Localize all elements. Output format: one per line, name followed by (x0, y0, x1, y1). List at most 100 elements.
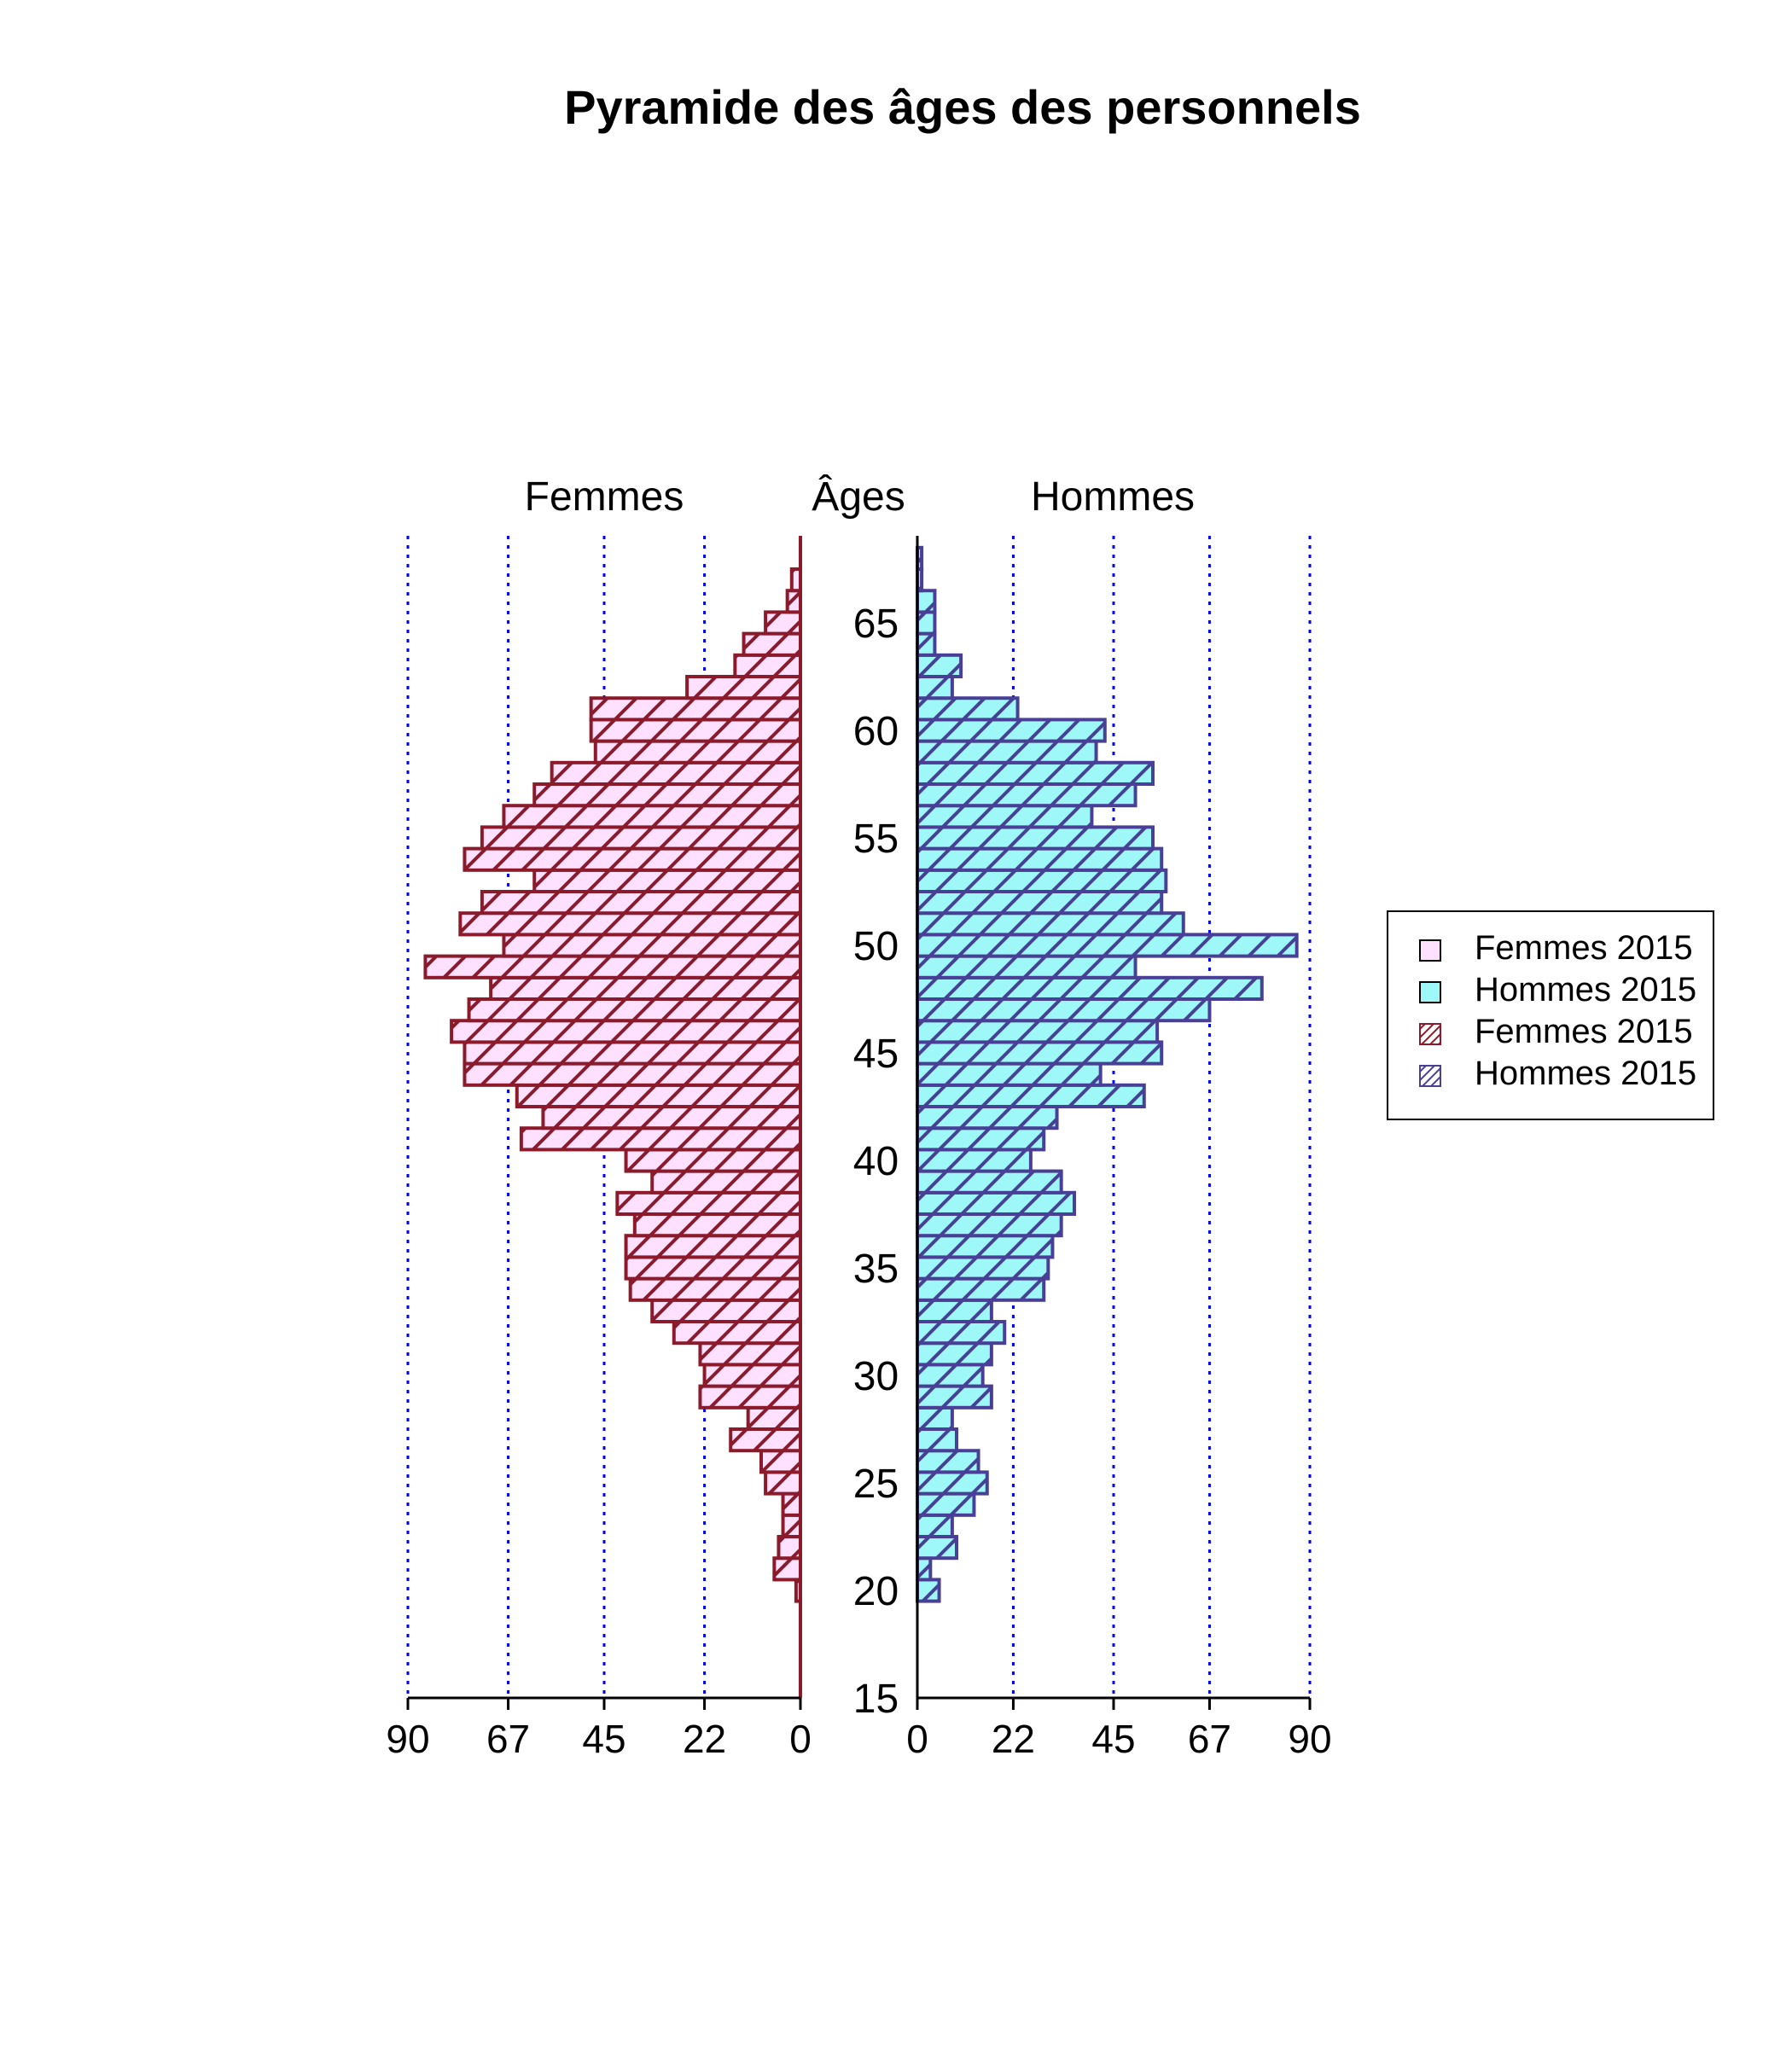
legend-swatch (1419, 981, 1441, 1003)
bar-femmes-hatch (781, 1491, 802, 1517)
legend-label: Hommes 2015 (1475, 971, 1696, 1009)
bar-femmes-hatch (650, 1169, 802, 1195)
legend-box (1387, 910, 1714, 1120)
bar-femmes-hatch (702, 1363, 802, 1388)
bar-hommes-hatch (916, 975, 1264, 1002)
bar-femmes-hatch (672, 1320, 802, 1346)
bar-hommes-hatch (916, 1341, 993, 1367)
bar-femmes-hatch (541, 1105, 802, 1131)
bar-hommes-hatch (916, 954, 1137, 979)
bar-hommes-hatch (916, 1019, 1160, 1044)
bar-hommes-hatch (916, 631, 937, 657)
right-panel-label: Hommes (1031, 474, 1195, 520)
bar-femmes-hatch (589, 718, 803, 743)
legend-swatch (1419, 939, 1441, 962)
bar-hommes-hatch (916, 1578, 941, 1603)
bar-femmes-hatch (746, 1405, 803, 1432)
bar-femmes-hatch (632, 1212, 802, 1238)
age-tick-label: 50 (853, 924, 899, 969)
bar-hommes-hatch (916, 1427, 958, 1453)
legend-label: Femmes 2015 (1475, 1013, 1693, 1050)
bar-femmes-hatch (489, 975, 802, 1002)
bar-femmes-hatch (589, 696, 803, 722)
x-tick-label-left: 67 (486, 1717, 530, 1761)
bar-hommes-hatch (916, 1061, 1103, 1087)
x-tick-labels: 90 67 45 22 0 0 22 45 67 90 (386, 1717, 1331, 1761)
bar-hommes-hatch (916, 1470, 989, 1496)
bar-hommes-hatch (916, 1276, 1046, 1302)
legend-swatch-hatch (1419, 1065, 1441, 1087)
bars (423, 545, 1299, 1603)
bar-hommes-hatch (916, 1255, 1050, 1281)
bar-hommes-hatch (916, 1148, 1033, 1173)
bar-hommes-hatch (916, 1234, 1055, 1259)
bar-femmes-hatch (532, 782, 802, 808)
bar-hommes-hatch (916, 1190, 1076, 1217)
bar-hommes-hatch (916, 675, 954, 700)
legend-label: Hommes 2015 (1475, 1055, 1696, 1092)
bar-femmes-hatch (650, 1298, 802, 1324)
bar-femmes-hatch (463, 846, 802, 872)
bar-hommes-hatch (916, 1105, 1059, 1131)
bar-femmes-hatch (742, 631, 802, 657)
age-tick-label: 20 (853, 1569, 899, 1614)
x-tick-label-right: 45 (1091, 1717, 1135, 1761)
bar-femmes-hatch (777, 1535, 803, 1561)
bar-femmes-hatch (450, 1019, 802, 1044)
bar-femmes-hatch (550, 760, 803, 786)
x-tick-label-left: 0 (789, 1717, 812, 1761)
bar-femmes-hatch (532, 868, 802, 893)
bar-femmes-hatch (628, 1276, 803, 1302)
bar-femmes-hatch (463, 1040, 802, 1066)
bar-hommes-hatch (916, 1169, 1063, 1195)
bar-femmes-hatch (759, 1449, 802, 1474)
bar-femmes-hatch (458, 911, 802, 937)
bar-hommes-hatch (916, 1083, 1146, 1109)
bar-femmes-hatch (423, 954, 802, 979)
age-tick-label: 25 (853, 1462, 899, 1507)
bar-femmes-hatch (698, 1341, 803, 1367)
grid-lines (406, 536, 1312, 1698)
bar-femmes-hatch (593, 739, 802, 764)
age-tick-label: 45 (853, 1032, 899, 1077)
bar-hommes-hatch (916, 782, 1137, 808)
age-tick-label: 40 (853, 1139, 899, 1184)
age-tick-label: 55 (853, 817, 899, 862)
bar-femmes-hatch (515, 1083, 802, 1109)
bar-hommes-hatch (916, 1126, 1046, 1152)
bar-femmes-hatch (624, 1255, 802, 1281)
bar-femmes-hatch (785, 589, 803, 614)
age-tick-labels: 15 20 25 30 35 40 45 50 55 60 65 (853, 602, 899, 1722)
bar-femmes-hatch (480, 890, 803, 916)
bar-hommes-hatch (916, 890, 1164, 916)
bar-hommes-hatch (916, 718, 1107, 743)
age-tick-label: 65 (853, 602, 899, 647)
bar-femmes-hatch (733, 653, 802, 678)
age-tick-label: 60 (853, 709, 899, 754)
bar-femmes-hatch (764, 1470, 802, 1496)
x-tick-label-left: 22 (683, 1717, 726, 1761)
bar-hommes-hatch (916, 997, 1212, 1023)
x-tick-label-left: 45 (582, 1717, 625, 1761)
bar-hommes-hatch (916, 696, 1020, 722)
bar-hommes-hatch (916, 1513, 954, 1539)
bar-hommes-hatch (916, 1384, 993, 1410)
bar-hommes-hatch (916, 739, 1098, 764)
bar-hommes-hatch (916, 1556, 933, 1582)
bar-femmes-hatch (729, 1427, 803, 1453)
bar-hommes-hatch (916, 610, 937, 636)
bar-hommes-hatch (916, 846, 1164, 872)
bar-hommes-hatch (916, 1449, 980, 1474)
bar-hommes-hatch (916, 911, 1185, 937)
bar-femmes-hatch (772, 1556, 802, 1582)
bar-hommes-hatch (916, 933, 1299, 958)
bar-hommes-hatch (916, 1535, 958, 1561)
legend-label: Femmes 2015 (1475, 929, 1693, 967)
x-tick-label-left: 90 (386, 1717, 429, 1761)
bar-hommes-hatch (916, 1298, 993, 1324)
chart-title: Pyramide des âges des personnels (564, 80, 1361, 134)
bar-femmes-hatch (463, 1061, 802, 1087)
age-tick-label: 35 (853, 1247, 899, 1292)
bar-femmes-hatch (480, 825, 803, 851)
